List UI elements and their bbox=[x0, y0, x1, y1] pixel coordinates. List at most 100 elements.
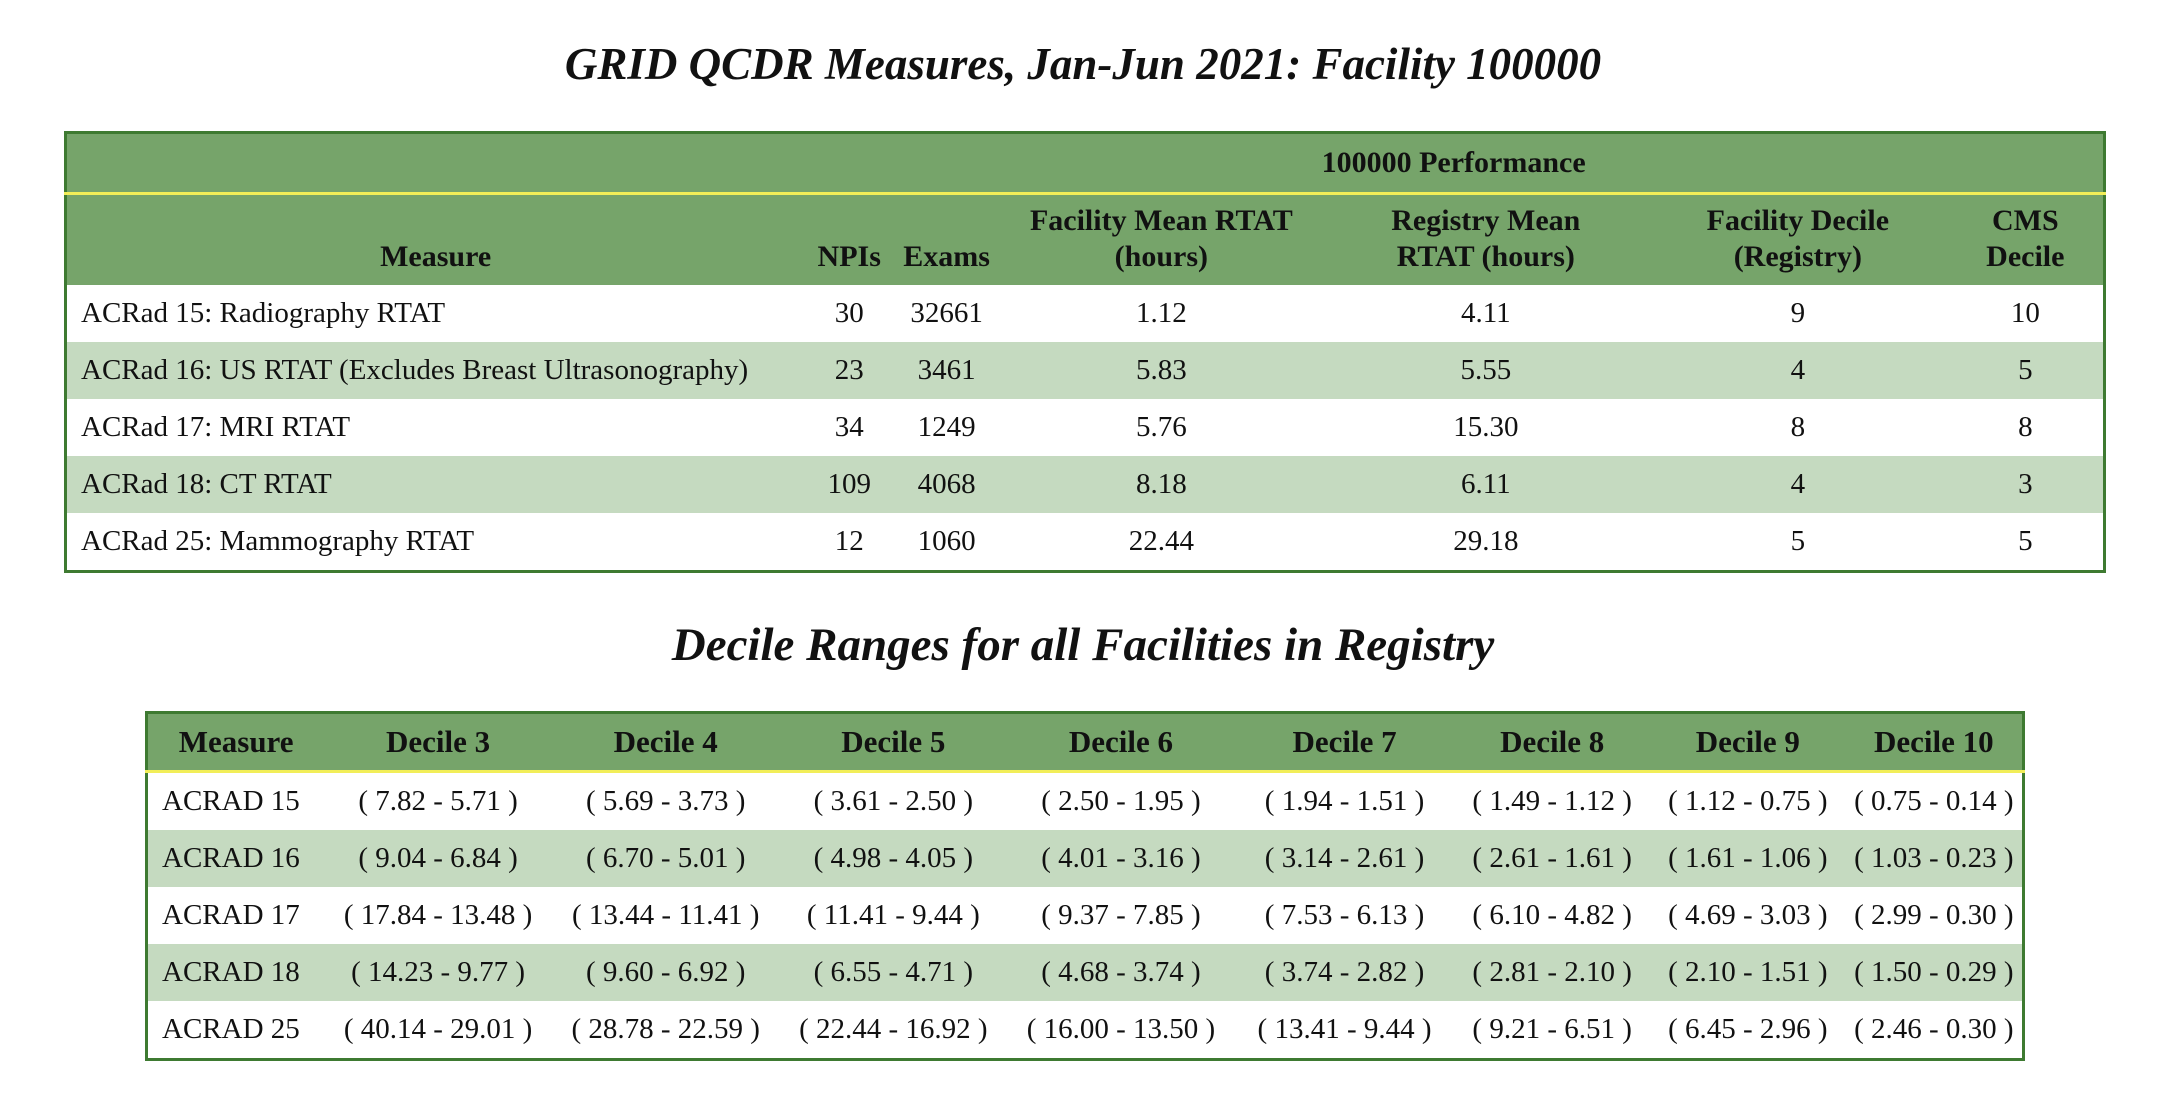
cell-decile-range: ( 2.61 - 1.61 ) bbox=[1454, 830, 1650, 887]
cell-registry-mean: 15.30 bbox=[1323, 399, 1649, 456]
cell-decile-range: ( 1.49 - 1.12 ) bbox=[1454, 771, 1650, 830]
cell-decile-range: ( 2.50 - 1.95 ) bbox=[1007, 771, 1235, 830]
cell-decile-range: ( 4.98 - 4.05 ) bbox=[779, 830, 1008, 887]
cell-registry-mean: 5.55 bbox=[1323, 342, 1649, 399]
performance-table: 100000 Performance Measure NPIs Exams Fa… bbox=[64, 131, 2106, 573]
cell-registry-mean: 29.18 bbox=[1323, 513, 1649, 572]
cell-facility-mean: 22.44 bbox=[999, 513, 1324, 572]
cell-measure: ACRad 15: Radiography RTAT bbox=[65, 285, 805, 342]
cell-decile-range: ( 13.44 - 11.41 ) bbox=[551, 887, 780, 944]
cell-npis: 34 bbox=[804, 399, 895, 456]
cell-npis: 12 bbox=[804, 513, 895, 572]
cell-facility-mean: 5.83 bbox=[999, 342, 1324, 399]
header-decile-9: Decile 9 bbox=[1649, 712, 1846, 773]
cell-cms-decile: 5 bbox=[1947, 342, 2105, 399]
cell-decile-range: ( 1.03 - 0.23 ) bbox=[1845, 830, 2024, 887]
cell-decile-range: ( 2.46 - 0.30 ) bbox=[1845, 1001, 2024, 1060]
cell-decile-range: ( 7.53 - 6.13 ) bbox=[1234, 887, 1455, 944]
cell-exams: 3461 bbox=[894, 342, 1000, 399]
cell-facility-decile: 8 bbox=[1648, 399, 1948, 456]
cell-measure: ACRAD 25 bbox=[146, 1001, 325, 1060]
cell-decile-range: ( 4.69 - 3.03 ) bbox=[1649, 887, 1846, 944]
cell-measure: ACRad 25: Mammography RTAT bbox=[65, 513, 805, 572]
cell-decile-range: ( 13.41 - 9.44 ) bbox=[1234, 1001, 1455, 1060]
cell-decile-range: ( 9.21 - 6.51 ) bbox=[1454, 1001, 1650, 1060]
cell-exams: 1060 bbox=[894, 513, 1000, 572]
cell-decile-range: ( 4.01 - 3.16 ) bbox=[1007, 830, 1235, 887]
cell-decile-range: ( 7.82 - 5.71 ) bbox=[324, 771, 552, 830]
performance-group-header: 100000 Performance bbox=[804, 132, 2105, 195]
cell-decile-range: ( 6.45 - 2.96 ) bbox=[1649, 1001, 1846, 1060]
cell-decile-range: ( 2.10 - 1.51 ) bbox=[1649, 944, 1846, 1001]
header-decile-3: Decile 3 bbox=[324, 712, 552, 773]
cell-npis: 30 bbox=[804, 285, 895, 342]
cell-decile-range: ( 3.61 - 2.50 ) bbox=[779, 771, 1008, 830]
cell-measure: ACRad 16: US RTAT (Excludes Breast Ultra… bbox=[65, 342, 805, 399]
cell-cms-decile: 3 bbox=[1947, 456, 2105, 513]
performance-header-row: Measure NPIs Exams Facility Mean RTAT (ho… bbox=[65, 193, 2105, 285]
table-row: ACRad 17: MRI RTAT 34 1249 5.76 15.30 8 8 bbox=[65, 399, 2105, 456]
cell-decile-range: ( 17.84 - 13.48 ) bbox=[324, 887, 552, 944]
header-decile-7: Decile 7 bbox=[1234, 712, 1455, 773]
cell-decile-range: ( 9.04 - 6.84 ) bbox=[324, 830, 552, 887]
cell-facility-decile: 4 bbox=[1648, 342, 1948, 399]
cell-facility-mean: 8.18 bbox=[999, 456, 1324, 513]
cell-facility-mean: 5.76 bbox=[999, 399, 1324, 456]
cell-measure: ACRad 17: MRI RTAT bbox=[65, 399, 805, 456]
cell-decile-range: ( 40.14 - 29.01 ) bbox=[324, 1001, 552, 1060]
cell-decile-range: ( 3.14 - 2.61 ) bbox=[1234, 830, 1455, 887]
header-decile-4: Decile 4 bbox=[551, 712, 780, 773]
header-exams: Exams bbox=[894, 193, 1000, 285]
cell-facility-mean: 1.12 bbox=[999, 285, 1324, 342]
table-row: ACRad 16: US RTAT (Excludes Breast Ultra… bbox=[65, 342, 2105, 399]
cell-measure: ACRAD 16 bbox=[146, 830, 325, 887]
cell-decile-range: ( 4.68 - 3.74 ) bbox=[1007, 944, 1235, 1001]
cell-decile-range: ( 1.50 - 0.29 ) bbox=[1845, 944, 2024, 1001]
cell-decile-range: ( 9.37 - 7.85 ) bbox=[1007, 887, 1235, 944]
cell-cms-decile: 10 bbox=[1947, 285, 2105, 342]
cell-facility-decile: 9 bbox=[1648, 285, 1948, 342]
cell-decile-range: ( 6.55 - 4.71 ) bbox=[779, 944, 1008, 1001]
cell-decile-range: ( 1.61 - 1.06 ) bbox=[1649, 830, 1846, 887]
header-cms-decile: CMS Decile bbox=[1947, 193, 2105, 285]
header-decile-6: Decile 6 bbox=[1007, 712, 1235, 773]
cell-measure: ACRAD 18 bbox=[146, 944, 325, 1001]
header-registry-mean: Registry Mean RTAT (hours) bbox=[1323, 193, 1649, 285]
cell-exams: 32661 bbox=[894, 285, 1000, 342]
cell-registry-mean: 6.11 bbox=[1323, 456, 1649, 513]
performance-group-header-row: 100000 Performance bbox=[65, 132, 2105, 195]
header-npis: NPIs bbox=[804, 193, 895, 285]
cell-measure: ACRAD 15 bbox=[146, 771, 325, 830]
cell-decile-range: ( 28.78 - 22.59 ) bbox=[551, 1001, 780, 1060]
cell-decile-range: ( 1.12 - 0.75 ) bbox=[1649, 771, 1846, 830]
table-row: ACRAD 18( 14.23 - 9.77 )( 9.60 - 6.92 )(… bbox=[146, 944, 2024, 1001]
cell-decile-range: ( 6.70 - 5.01 ) bbox=[551, 830, 780, 887]
cell-npis: 109 bbox=[804, 456, 895, 513]
cell-cms-decile: 8 bbox=[1947, 399, 2105, 456]
cell-decile-range: ( 2.99 - 0.30 ) bbox=[1845, 887, 2024, 944]
header-decile-10: Decile 10 bbox=[1845, 712, 2024, 773]
cell-decile-range: ( 0.75 - 0.14 ) bbox=[1845, 771, 2024, 830]
header-decile-5: Decile 5 bbox=[779, 712, 1008, 773]
cell-decile-range: ( 2.81 - 2.10 ) bbox=[1454, 944, 1650, 1001]
table-row: ACRad 25: Mammography RTAT 12 1060 22.44 29.… bbox=[65, 513, 2105, 572]
header-facility-mean: Facility Mean RTAT (hours) bbox=[999, 193, 1324, 285]
page-title: GRID QCDR Measures, Jan-Jun 2021: Facili… bbox=[564, 39, 1602, 89]
cell-exams: 1249 bbox=[894, 399, 1000, 456]
header-decile-8: Decile 8 bbox=[1454, 712, 1650, 773]
cell-decile-range: ( 22.44 - 16.92 ) bbox=[779, 1001, 1008, 1060]
table-row: ACRAD 15( 7.82 - 5.71 )( 5.69 - 3.73 )( … bbox=[146, 771, 2024, 830]
cell-registry-mean: 4.11 bbox=[1323, 285, 1649, 342]
cell-decile-range: ( 9.60 - 6.92 ) bbox=[551, 944, 780, 1001]
cell-cms-decile: 5 bbox=[1947, 513, 2105, 572]
cell-decile-range: ( 14.23 - 9.77 ) bbox=[324, 944, 552, 1001]
cell-decile-range: ( 16.00 - 13.50 ) bbox=[1007, 1001, 1235, 1060]
table-row: ACRAD 25( 40.14 - 29.01 )( 28.78 - 22.59… bbox=[146, 1001, 2024, 1060]
cell-measure: ACRAD 17 bbox=[146, 887, 325, 944]
cell-facility-decile: 5 bbox=[1648, 513, 1948, 572]
header-facility-decile: Facility Decile (Registry) bbox=[1648, 193, 1948, 285]
cell-decile-range: ( 3.74 - 2.82 ) bbox=[1234, 944, 1455, 1001]
cell-exams: 4068 bbox=[894, 456, 1000, 513]
